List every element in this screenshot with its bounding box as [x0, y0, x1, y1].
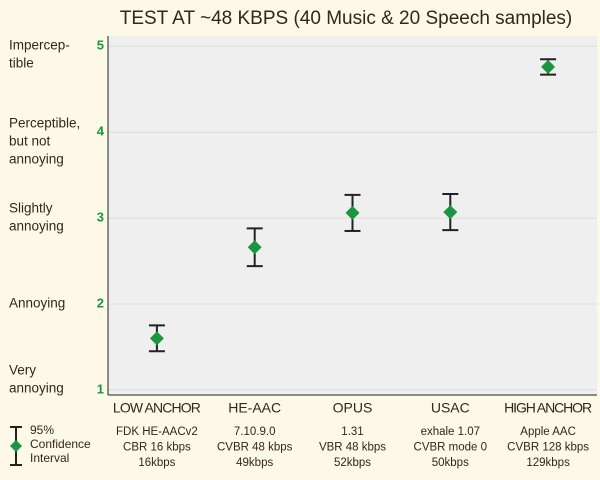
y-tick-label: 4 [97, 124, 105, 139]
category-detail: 1.31 [341, 426, 363, 438]
diamond [443, 205, 458, 220]
x-tick-label: LOW ANCHOR [113, 400, 201, 416]
category-detail: Apple AAC [520, 426, 576, 438]
category-detail: CBR 16 kbps [123, 442, 191, 454]
diamond [149, 331, 164, 346]
x-tick-label: HIGH ANCHOR [504, 400, 592, 416]
category-detail: 52kbps [334, 457, 371, 469]
diamond [345, 205, 360, 220]
category-detail: 50kbps [432, 457, 469, 469]
diamond [247, 240, 262, 255]
legend-label: 95% [30, 423, 54, 437]
category-detail: CVBR 48 kbps [217, 442, 293, 454]
category-detail: FDK HE-AACv2 [116, 426, 198, 438]
chart-title: TEST AT ~48 KBPS (40 Music & 20 Speech s… [120, 8, 573, 29]
quality-label: Impercep- [9, 38, 70, 53]
category-detail: 16kbps [138, 457, 175, 469]
quality-label: but not [9, 134, 51, 149]
quality-label: annoying [9, 152, 64, 167]
category-detail: 129kbps [526, 457, 570, 469]
y-tick-label: 2 [97, 295, 104, 310]
x-tick-label: OPUS [333, 400, 373, 416]
category-detail: 49kbps [236, 457, 273, 469]
quality-label: Very [9, 363, 36, 378]
category-detail: VBR 48 kbps [319, 442, 386, 454]
quality-label: tible [9, 56, 34, 71]
legend-label: Confidence [30, 437, 91, 451]
y-tick-label: 3 [97, 210, 104, 225]
y-tick-label: 1 [97, 381, 104, 396]
category-detail: exhale 1.07 [421, 426, 480, 438]
category-detail: CVBR mode 0 [414, 442, 488, 454]
quality-label: Perceptible, [9, 116, 80, 131]
y-tick-label: 5 [97, 38, 104, 53]
category-detail: 7.10.9.0 [234, 426, 276, 438]
quality-label: Slightly [9, 201, 53, 216]
quality-label: Annoying [9, 296, 65, 311]
diamond [541, 59, 556, 74]
x-tick-label: HE-AAC [228, 400, 281, 416]
quality-label: annoying [9, 219, 64, 234]
legend-diamond [10, 440, 22, 452]
x-tick-label: USAC [431, 400, 470, 416]
category-detail: CVBR 128 kbps [507, 442, 589, 454]
quality-label: annoying [9, 381, 64, 396]
legend-label: Interval [30, 451, 69, 465]
